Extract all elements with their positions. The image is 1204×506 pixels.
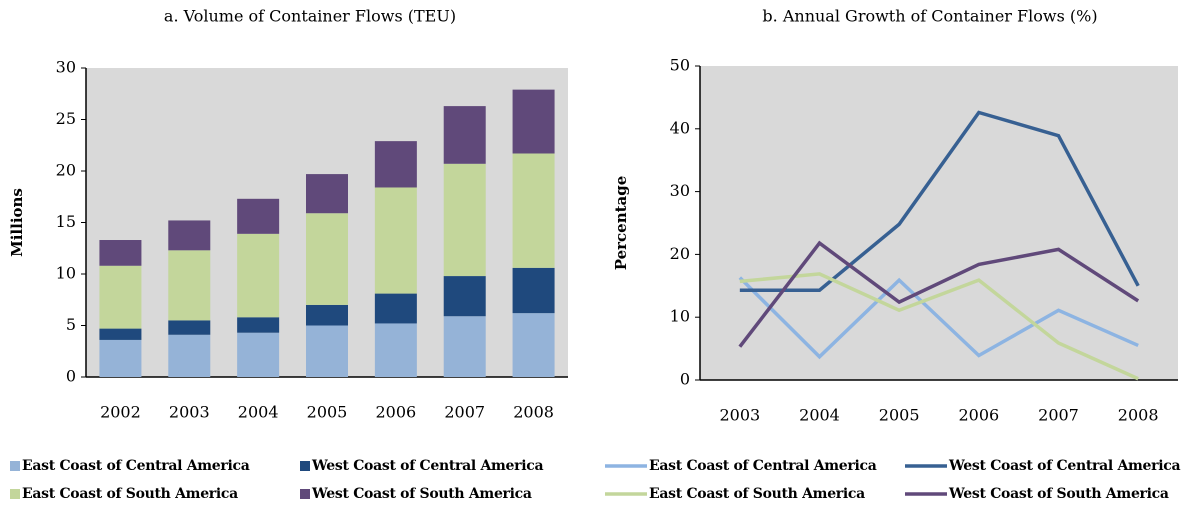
y-tick-label: 15 <box>56 212 76 231</box>
y-tick-label: 10 <box>56 264 76 283</box>
legend-label: East Coast of South America <box>649 486 865 502</box>
y-tick-label: 25 <box>56 109 76 128</box>
line-series <box>739 110 1140 292</box>
y-tick-label: 0 <box>66 367 76 386</box>
bar-segment <box>99 265 142 329</box>
bar-segment <box>99 240 142 266</box>
bar-segment <box>168 250 211 321</box>
x-tick-label: 2006 <box>958 406 999 425</box>
bar-segment <box>99 328 142 340</box>
y-tick-label: 30 <box>670 181 690 200</box>
bar-segment <box>443 276 486 317</box>
x-tick-label: 2004 <box>238 403 279 422</box>
y-tick-label: 0 <box>680 370 690 389</box>
legend-swatch <box>300 489 310 499</box>
y-axis-label: Millions <box>8 188 26 257</box>
bar-segment <box>306 213 348 305</box>
bar-segment <box>306 304 348 326</box>
bar-segment <box>443 163 486 277</box>
x-tick-label: 2007 <box>444 403 485 422</box>
legend-label: East Coast of South America <box>22 486 238 502</box>
legend-swatch <box>10 489 20 499</box>
bar-segment <box>512 89 555 154</box>
x-tick-label: 2004 <box>799 406 840 425</box>
bar-segment <box>306 174 348 214</box>
y-tick-label: 5 <box>66 315 76 334</box>
bar-segment <box>237 233 280 318</box>
bar-segment <box>512 267 555 314</box>
bar-segment <box>237 198 280 234</box>
bar-segment <box>168 220 211 251</box>
x-tick-label: 2006 <box>375 403 416 422</box>
x-tick-label: 2008 <box>513 403 554 422</box>
legend-label: East Coast of Central America <box>22 458 250 474</box>
x-tick-label: 2008 <box>1118 406 1159 425</box>
bar-segment <box>443 106 486 164</box>
chart-title: b. Annual Growth of Container Flows (%) <box>762 7 1097 26</box>
legend-label: West Coast of Central America <box>948 458 1180 474</box>
x-tick-label: 2005 <box>879 406 920 425</box>
legend-label: East Coast of Central America <box>649 458 877 474</box>
legend-label: West Coast of South America <box>948 486 1169 502</box>
x-tick-label: 2007 <box>1038 406 1079 425</box>
y-axis-label: Percentage <box>612 176 630 271</box>
x-tick-label: 2002 <box>100 403 141 422</box>
y-tick-label: 20 <box>670 244 690 263</box>
legend-label: West Coast of South America <box>311 486 532 502</box>
legend-label: West Coast of Central America <box>311 458 543 474</box>
y-tick-label: 20 <box>56 161 76 180</box>
bar-segment <box>374 141 417 188</box>
line-series <box>739 272 1139 381</box>
bar-segment <box>512 153 555 268</box>
bar-segment <box>374 323 417 377</box>
legend-swatch <box>10 461 20 471</box>
y-tick-label: 30 <box>56 58 76 77</box>
y-tick-label: 40 <box>670 118 690 137</box>
x-tick-label: 2003 <box>169 403 210 422</box>
bar-segment <box>237 317 280 333</box>
bar-segment <box>99 339 142 377</box>
legend-swatch <box>300 461 310 471</box>
chart-title: a. Volume of Container Flows (TEU) <box>164 7 456 26</box>
line-series <box>738 240 1140 348</box>
bar-segment <box>374 293 417 324</box>
y-tick-label: 10 <box>670 307 690 326</box>
x-tick-label: 2003 <box>719 406 760 425</box>
line-series <box>738 276 1139 360</box>
x-tick-label: 2005 <box>307 403 348 422</box>
y-tick-label: 50 <box>670 56 690 75</box>
bar-segment <box>512 313 555 377</box>
bar-segment <box>306 325 348 377</box>
bar-segment <box>374 187 417 294</box>
bar-segment <box>168 320 211 335</box>
bar-segment <box>168 334 211 377</box>
bar-segment <box>443 316 486 377</box>
bar-segment <box>237 332 280 377</box>
